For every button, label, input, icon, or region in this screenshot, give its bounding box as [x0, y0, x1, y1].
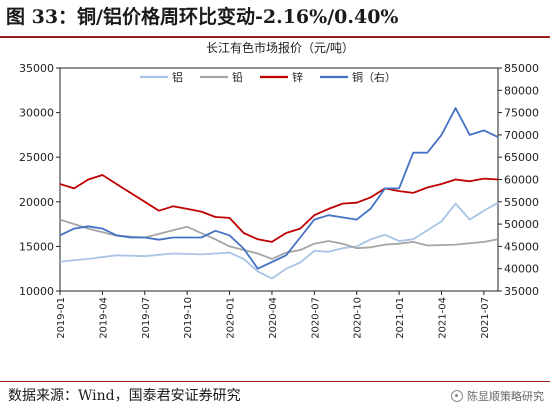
left-y-axis: 10000 15000 20000 25000 30000 35000 [19, 62, 60, 298]
left-axis-tick-label: 25000 [19, 151, 54, 164]
legend-label-zinc: 锌 [292, 70, 303, 84]
left-axis-tick-label: 10000 [19, 285, 54, 298]
x-axis-tick-label: 2020-10 [353, 297, 364, 339]
right-axis-tick-label: 35000 [504, 285, 539, 298]
series-line-zinc [59, 174, 499, 243]
right-y-axis: 35000 40000 45000 50000 55000 60000 65000 70000… [498, 62, 539, 298]
x-axis-tick-label: 2019-04 [98, 297, 109, 339]
legend-item-copper: 铜（右） [320, 70, 396, 84]
plot-area-frame [59, 67, 499, 292]
legend-item-lead: 铅 [200, 70, 243, 84]
right-axis-tick-label: 55000 [504, 196, 539, 209]
x-axis-tick-label: 2019-07 [141, 297, 152, 339]
x-axis-tick-label: 2019-10 [183, 297, 194, 339]
x-axis-tick-label: 2020-01 [226, 297, 237, 339]
footer-rule [0, 381, 550, 382]
price-line-chart: 长江有色市场报价（元/吨） 铝 铅 锌 铜（右） 10000 15000 20000… [19, 40, 539, 339]
x-axis-tick-label: 2021-04 [437, 297, 448, 339]
legend-label-aluminum: 铝 [172, 70, 183, 84]
right-axis-tick-label: 40000 [504, 263, 539, 276]
right-axis-tick-label: 60000 [504, 174, 539, 187]
legend-label-lead: 铅 [232, 70, 243, 84]
legend-item-zinc: 锌 [260, 70, 303, 84]
source-note: 数据来源：Wind，国泰君安证券研究 [8, 388, 241, 404]
x-axis-tick-label: 2021-01 [395, 297, 406, 339]
series-line-aluminum [59, 201, 499, 280]
title-rule [0, 36, 550, 38]
x-axis-tick-label: 2019-01 [56, 297, 67, 339]
right-axis-tick-label: 45000 [504, 240, 539, 253]
series-line-lead [59, 218, 499, 260]
right-axis-tick-label: 75000 [504, 107, 539, 120]
legend: 铝 铅 锌 铜（右） [140, 70, 396, 84]
figure-title: 图 33：铜/铝价格周环比变动-2.16%/0.40% [6, 6, 399, 28]
x-axis: 2019-01 2019-04 2019-07 2019-10 2020-01 2020-… [56, 291, 491, 339]
left-axis-tick-label: 35000 [19, 62, 54, 75]
legend-item-aluminum: 铝 [140, 70, 183, 84]
right-axis-tick-label: 80000 [504, 84, 539, 97]
right-axis-tick-label: 70000 [504, 129, 539, 142]
left-axis-tick-label: 30000 [19, 107, 54, 120]
left-axis-tick-label: 20000 [19, 196, 54, 209]
wechat-icon [451, 390, 463, 402]
right-axis-tick-label: 65000 [504, 151, 539, 164]
series-layer [59, 107, 499, 280]
watermark: 陈显顺策略研究 [451, 388, 544, 404]
left-axis-tick-label: 15000 [19, 240, 54, 253]
legend-label-copper: 铜（右） [352, 70, 396, 84]
series-line-copper [59, 107, 499, 270]
x-axis-tick-label: 2020-04 [268, 297, 279, 339]
x-axis-tick-label: 2020-07 [310, 297, 321, 339]
chart-title: 长江有色市场报价（元/吨） [206, 40, 354, 55]
watermark-text: 陈显顺策略研究 [467, 390, 544, 403]
right-axis-tick-label: 50000 [504, 218, 539, 231]
x-axis-tick-label: 2021-07 [480, 297, 491, 339]
right-axis-tick-label: 85000 [504, 62, 539, 75]
